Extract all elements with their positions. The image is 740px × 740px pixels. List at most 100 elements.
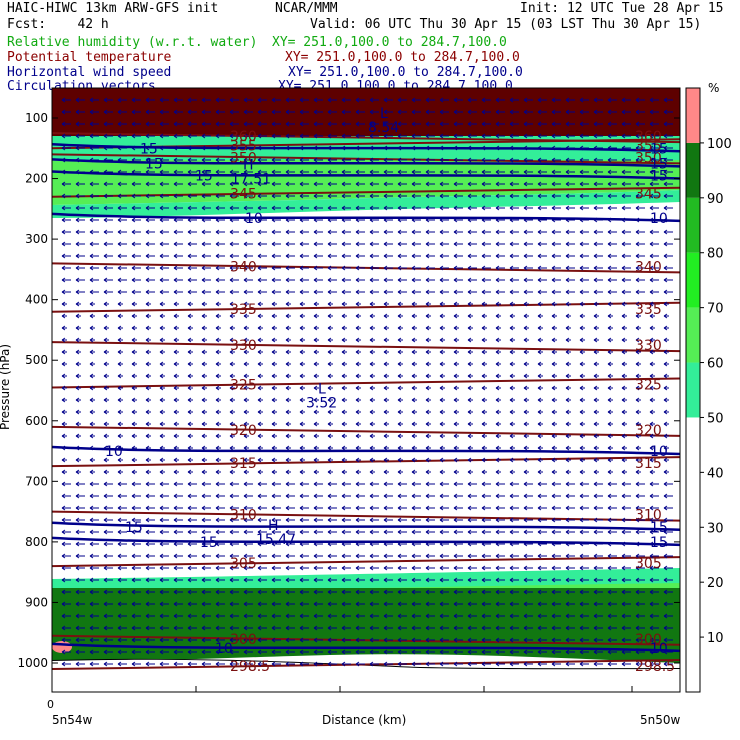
circulation-vector xyxy=(649,421,655,427)
theta-contour-345 xyxy=(52,186,680,198)
circulation-vector xyxy=(551,385,557,391)
circulation-vector xyxy=(467,577,477,583)
circulation-vector xyxy=(103,397,109,403)
theta-label-350: 350 xyxy=(635,150,662,166)
circulation-vector xyxy=(453,409,459,415)
circulation-vector xyxy=(369,433,375,439)
circulation-vector xyxy=(257,325,263,331)
rh-upper-band-edge xyxy=(52,190,680,218)
circulation-vector xyxy=(607,589,617,595)
circulation-vector xyxy=(103,649,113,655)
circulation-vector xyxy=(159,553,169,559)
circulation-vector xyxy=(565,313,571,319)
circulation-vector xyxy=(61,289,71,295)
circulation-vector xyxy=(145,625,155,631)
circulation-vector xyxy=(159,445,165,451)
valid-time: Valid: 06 UTC Thu 30 Apr 15 (03 LST Thu … xyxy=(310,17,702,32)
circulation-vector xyxy=(439,433,445,439)
circulation-vector xyxy=(117,397,123,403)
circulation-vector xyxy=(621,577,631,583)
circulation-vector xyxy=(439,409,445,415)
circulation-vector xyxy=(89,325,95,331)
circulation-vector xyxy=(313,577,323,583)
circulation-vector xyxy=(117,433,123,439)
circulation-vector xyxy=(313,433,319,439)
circulation-vector xyxy=(229,553,239,559)
circulation-vector xyxy=(495,589,505,595)
circulation-vector xyxy=(103,205,113,211)
circulation-vector xyxy=(131,157,141,163)
circulation-vector xyxy=(565,361,571,367)
circulation-vector xyxy=(131,169,141,175)
circulation-vector xyxy=(327,577,337,583)
circulation-vector xyxy=(215,133,225,139)
circulation-vector xyxy=(509,373,515,379)
circulation-vector xyxy=(481,517,491,523)
circulation-vector xyxy=(313,589,323,595)
circulation-vector xyxy=(649,481,659,487)
circulation-vector xyxy=(579,541,589,547)
circulation-vector xyxy=(411,397,417,403)
circulation-vector xyxy=(565,493,575,499)
circulation-vector xyxy=(453,445,459,451)
circulation-vector xyxy=(439,517,449,523)
circulation-vector xyxy=(635,361,641,367)
circulation-vector xyxy=(117,109,127,115)
circulation-vector xyxy=(453,577,463,583)
circulation-vector xyxy=(187,457,193,463)
circulation-vector xyxy=(243,313,249,319)
circulation-vector xyxy=(187,361,193,367)
circulation-vector xyxy=(453,169,463,175)
field-speed-name: Horizontal wind speed xyxy=(7,65,172,80)
circulation-vector xyxy=(131,205,141,211)
circulation-vector xyxy=(229,265,239,271)
circulation-vector xyxy=(467,421,473,427)
circulation-vector xyxy=(509,385,515,391)
circulation-vector xyxy=(327,121,337,127)
circulation-vector xyxy=(467,349,473,355)
circulation-vector xyxy=(453,637,463,643)
circulation-vector xyxy=(187,301,193,307)
field-rh-name: Relative humidity (w.r.t. water) xyxy=(7,35,258,50)
circulation-vector xyxy=(117,301,123,307)
circulation-vector xyxy=(355,277,365,283)
circulation-vector xyxy=(257,433,263,439)
circulation-vector xyxy=(243,169,253,175)
circulation-vector xyxy=(355,493,365,499)
circulation-vector xyxy=(369,409,375,415)
circulation-vector xyxy=(551,325,557,331)
circulation-vector xyxy=(607,553,617,559)
theta-label-360: 360 xyxy=(635,129,662,145)
circulation-vector xyxy=(649,325,655,331)
circulation-vector xyxy=(523,541,533,547)
circulation-vector xyxy=(411,565,421,571)
circulation-vector xyxy=(341,661,351,667)
circulation-vector xyxy=(607,481,617,487)
circulation-vector xyxy=(243,493,253,499)
circulation-vector xyxy=(565,325,571,331)
circulation-vector xyxy=(425,277,435,283)
speed-label-15: 15 xyxy=(200,535,218,551)
circulation-vector xyxy=(579,517,589,523)
circulation-vector xyxy=(355,97,365,103)
circulation-vector xyxy=(173,601,183,607)
circulation-vector xyxy=(663,577,673,583)
circulation-vector xyxy=(201,253,211,259)
circulation-vector xyxy=(117,649,127,655)
circulation-vector xyxy=(565,529,575,535)
circulation-vector xyxy=(117,313,123,319)
circulation-vector xyxy=(341,409,347,415)
circulation-vector xyxy=(495,109,505,115)
circulation-vector xyxy=(439,205,449,211)
circulation-vector xyxy=(103,505,113,511)
circulation-vector xyxy=(523,361,529,367)
circulation-vector xyxy=(453,385,459,391)
colorbar-tick-label: 70 xyxy=(707,302,724,317)
circulation-vector xyxy=(299,421,305,427)
circulation-vector xyxy=(621,661,631,667)
circulation-vector xyxy=(131,541,141,547)
circulation-vector xyxy=(159,313,165,319)
circulation-vector xyxy=(607,193,617,199)
circulation-vector xyxy=(481,445,487,451)
